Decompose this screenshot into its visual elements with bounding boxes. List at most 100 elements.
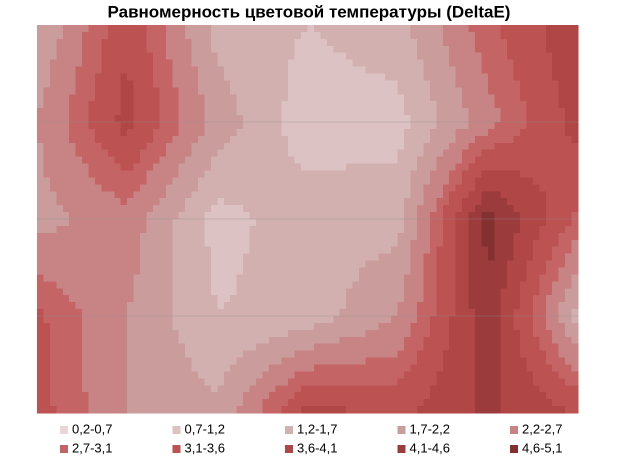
contour-cell <box>558 177 566 185</box>
contour-cell <box>378 399 386 407</box>
contour-cell <box>82 149 90 158</box>
contour-cell <box>37 59 45 68</box>
contour-cell <box>114 177 122 185</box>
contour-cell <box>558 45 566 54</box>
contour-cell <box>43 184 51 192</box>
contour-cell <box>204 406 212 414</box>
contour-cell <box>339 239 347 248</box>
contour-cell <box>165 378 173 386</box>
contour-cell <box>172 336 180 345</box>
contour-cell <box>56 371 64 379</box>
contour-cell <box>436 184 444 192</box>
contour-cell <box>384 135 392 144</box>
contour-cell <box>532 343 540 352</box>
contour-cell <box>49 232 57 241</box>
contour-cell <box>346 219 354 227</box>
contour-cell <box>37 122 45 130</box>
contour-cell <box>262 295 270 303</box>
contour-cell <box>507 322 515 331</box>
contour-cell <box>146 191 154 199</box>
contour-cell <box>191 94 199 102</box>
contour-cell <box>571 260 579 269</box>
contour-cell <box>333 163 341 172</box>
contour-cell <box>500 177 508 185</box>
contour-cell <box>191 288 199 296</box>
contour-cell <box>474 253 482 262</box>
contour-cell <box>552 149 560 158</box>
contour-cell <box>513 232 521 241</box>
contour-cell <box>423 309 431 317</box>
contour-cell <box>281 45 289 54</box>
contour-cell <box>82 198 90 206</box>
contour-cell <box>275 378 283 386</box>
contour-cell <box>449 406 457 414</box>
contour-cell <box>223 322 231 331</box>
contour-cell <box>159 288 167 296</box>
contour-cell <box>346 267 354 276</box>
contour-cell <box>62 142 70 151</box>
contour-cell <box>410 343 418 352</box>
contour-cell <box>455 66 463 75</box>
contour-cell <box>230 108 238 116</box>
contour-cell <box>165 246 173 255</box>
contour-cell <box>146 94 154 102</box>
contour-cell <box>88 232 96 241</box>
contour-cell <box>507 385 515 393</box>
contour-cell <box>462 364 470 373</box>
contour-cell <box>442 163 450 172</box>
contour-cell <box>37 177 45 185</box>
contour-cell <box>326 31 334 40</box>
contour-cell <box>397 52 405 61</box>
contour-cell <box>172 59 180 68</box>
contour-cell <box>152 87 160 95</box>
contour-cell <box>565 246 573 255</box>
contour-cell <box>307 364 315 373</box>
contour-cell <box>526 115 534 123</box>
contour-cell <box>391 378 399 386</box>
contour-cell <box>513 309 521 317</box>
contour-cell <box>436 128 444 137</box>
contour-cell <box>487 177 495 185</box>
contour-cell <box>378 357 386 366</box>
contour-cell <box>526 260 534 269</box>
contour-cell <box>526 232 534 241</box>
contour-cell <box>558 191 566 199</box>
contour-cell <box>526 253 534 262</box>
contour-cell <box>520 45 528 54</box>
contour-cell <box>172 322 180 331</box>
contour-cell <box>88 128 96 137</box>
contour-cell <box>571 108 579 116</box>
contour-cell <box>107 225 115 234</box>
contour-cell <box>230 329 238 338</box>
contour-cell <box>436 378 444 386</box>
contour-cell <box>442 309 450 317</box>
contour-cell <box>101 295 109 303</box>
contour-cell <box>378 177 386 185</box>
contour-cell <box>94 378 102 386</box>
contour-cell <box>552 177 560 185</box>
contour-cell <box>146 163 154 172</box>
contour-cell <box>275 274 283 282</box>
contour-cell <box>82 225 90 234</box>
contour-cell <box>268 80 276 88</box>
contour-cell <box>384 73 392 82</box>
contour-cell <box>165 316 173 324</box>
contour-cell <box>565 350 573 359</box>
contour-cell <box>346 378 354 386</box>
contour-cell <box>449 378 457 386</box>
contour-cell <box>462 336 470 345</box>
contour-cell <box>371 156 379 165</box>
contour-cell <box>371 205 379 213</box>
contour-cell <box>442 31 450 40</box>
contour-cell <box>217 156 225 165</box>
contour-cell <box>520 316 528 324</box>
contour-cell <box>217 205 225 213</box>
contour-cell <box>75 108 83 116</box>
contour-cell <box>82 309 90 317</box>
contour-cell <box>43 336 51 345</box>
contour-cell <box>120 156 128 165</box>
contour-cell <box>462 385 470 393</box>
contour-cell <box>371 177 379 185</box>
contour-cell <box>320 38 328 47</box>
contour-cell <box>326 66 334 75</box>
